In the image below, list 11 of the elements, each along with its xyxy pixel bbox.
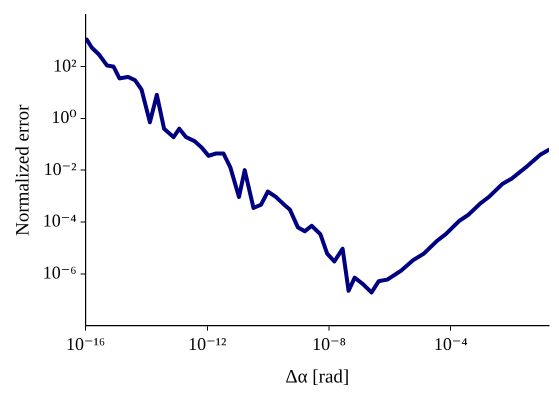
y-tick-label: 10⁻⁴ [42, 210, 77, 231]
x-tick-label: 10⁻¹² [188, 334, 226, 354]
x-tick-label: 10⁻¹⁶ [66, 334, 106, 354]
y-tick-label: 10⁻⁶ [42, 262, 77, 283]
y-tick-label: 10² [53, 55, 77, 76]
x-tick-label: 10⁻⁸ [312, 334, 346, 354]
x-tick-label: 10⁻⁴ [434, 334, 468, 354]
y-axis-title: Normalized error [12, 104, 34, 236]
x-axis-title: Δα [rad] [285, 366, 350, 388]
y-tick-label: 10⁻² [44, 158, 77, 179]
y-tick-label: 10⁰ [51, 107, 77, 128]
